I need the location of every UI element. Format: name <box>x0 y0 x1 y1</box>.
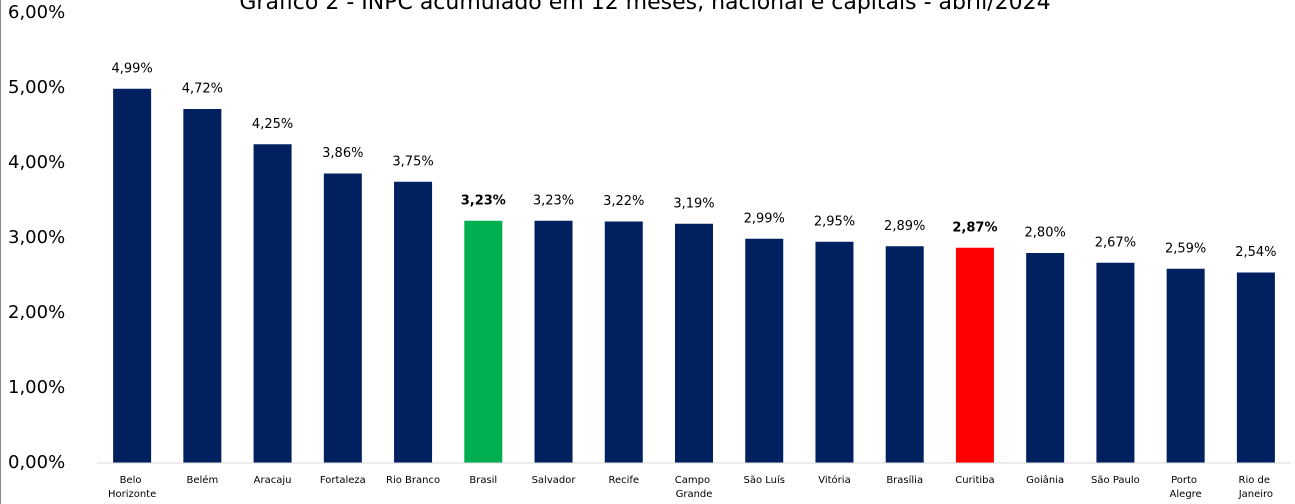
value-label: 3,19% <box>673 196 714 211</box>
bar <box>1026 253 1065 463</box>
value-label: 2,59% <box>1165 241 1206 256</box>
bar <box>464 220 503 463</box>
y-tick-label: 2,00% <box>8 302 65 323</box>
x-tick-label: Recife <box>608 475 639 486</box>
y-tick-label: 6,00% <box>8 2 65 23</box>
chart-title: Gráfico 2 - INPC acumulado em 12 meses, … <box>239 0 1050 15</box>
bar <box>183 109 222 463</box>
bar <box>815 241 854 463</box>
x-tick-label: Brasil <box>469 475 497 486</box>
value-label: 2,99% <box>744 211 785 226</box>
value-label: 3,75% <box>392 154 433 169</box>
x-tick-label: Belo Horizonte <box>108 475 156 500</box>
x-tick-label: Vitória <box>818 474 850 486</box>
value-label: 3,23% <box>461 193 506 208</box>
value-label: 4,72% <box>182 82 223 97</box>
y-tick-label: 0,00% <box>8 452 65 473</box>
value-label: 4,99% <box>111 61 152 76</box>
x-tick-label: Belém <box>187 474 219 486</box>
value-label: 3,23% <box>533 193 574 208</box>
value-label: 3,22% <box>603 194 644 209</box>
bar <box>253 144 292 463</box>
bar <box>885 246 924 463</box>
value-label: 2,80% <box>1025 226 1066 241</box>
bar <box>1166 268 1205 463</box>
bar <box>394 181 433 463</box>
x-tick-label: Curitiba <box>955 475 994 486</box>
bar <box>1236 272 1275 463</box>
bar <box>955 247 994 463</box>
x-tick-label: Fortaleza <box>320 475 366 486</box>
value-label: 4,25% <box>252 117 293 132</box>
value-label: 2,95% <box>814 214 855 229</box>
y-tick-label: 4,00% <box>8 152 65 173</box>
bar <box>323 173 362 463</box>
x-tick-label: Brasília <box>886 474 923 486</box>
x-tick-label: Rio de Janeiro <box>1238 475 1274 500</box>
value-label: 2,67% <box>1095 235 1136 250</box>
value-label: 3,86% <box>322 146 363 161</box>
x-tick-label: Porto Alegre <box>1170 475 1202 500</box>
y-tick-label: 5,00% <box>8 77 65 98</box>
y-tick-label: 1,00% <box>8 377 65 398</box>
x-tick-label: Goiânia <box>1026 474 1064 486</box>
value-label: 2,54% <box>1235 245 1276 260</box>
x-tick-label: Salvador <box>532 475 577 486</box>
x-tick-label: São Paulo <box>1091 475 1140 486</box>
bar <box>604 221 643 463</box>
x-tick-label: São Luís <box>743 474 785 486</box>
bar <box>534 220 573 463</box>
bar <box>675 223 713 463</box>
bar <box>745 238 784 463</box>
x-tick-label: Aracaju <box>254 475 292 486</box>
x-tick-label: Campo Grande <box>675 475 714 500</box>
value-label: 2,89% <box>884 219 925 234</box>
x-tick-label: Rio Branco <box>386 475 440 486</box>
y-tick-label: 3,00% <box>8 227 65 248</box>
value-label: 2,87% <box>952 220 997 235</box>
bar <box>113 88 152 463</box>
bar <box>1096 262 1135 463</box>
